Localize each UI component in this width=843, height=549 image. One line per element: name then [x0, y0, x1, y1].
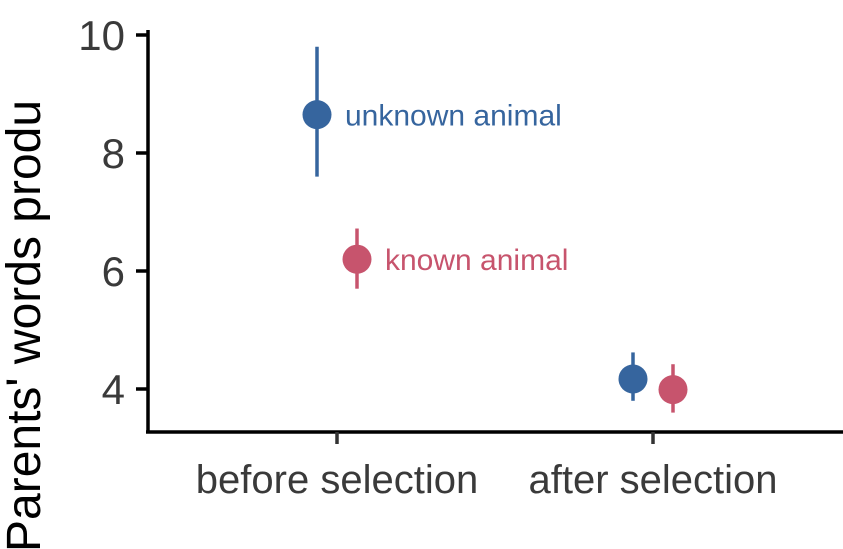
y-tick-label: 6 — [102, 248, 125, 295]
y-tick-label: 10 — [78, 12, 125, 59]
y-tick-label: 8 — [102, 130, 125, 177]
y-axis-title: Parents' words produ — [0, 100, 51, 549]
axes — [146, 30, 843, 434]
data-point — [302, 100, 332, 130]
y-ticks: 4 6 8 10 — [78, 12, 148, 413]
series-label: known animal — [385, 244, 568, 277]
data-point — [618, 364, 648, 394]
x-tick-label: after selection — [528, 458, 777, 502]
series-label: unknown animal — [345, 100, 562, 133]
data-marks: unknown animal known animal — [302, 46, 688, 413]
x-tick-label: before selection — [196, 458, 478, 502]
x-ticks: before selection after selection — [196, 432, 778, 502]
y-tick-label: 4 — [102, 366, 125, 413]
data-point — [658, 375, 688, 405]
data-point — [342, 244, 372, 274]
